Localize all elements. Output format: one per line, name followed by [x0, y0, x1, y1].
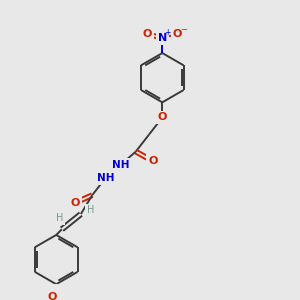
Text: NH: NH [112, 160, 129, 170]
Text: O: O [148, 156, 158, 166]
Text: N: N [158, 33, 167, 43]
Text: O: O [48, 292, 57, 300]
Text: +: + [164, 28, 170, 37]
Text: NH: NH [97, 173, 114, 183]
Text: H: H [87, 205, 94, 215]
Text: O: O [142, 29, 152, 39]
Text: H: H [56, 213, 64, 223]
Text: O: O [70, 198, 80, 208]
Text: O: O [158, 112, 167, 122]
Text: −: − [181, 25, 188, 34]
Text: O: O [173, 29, 182, 39]
